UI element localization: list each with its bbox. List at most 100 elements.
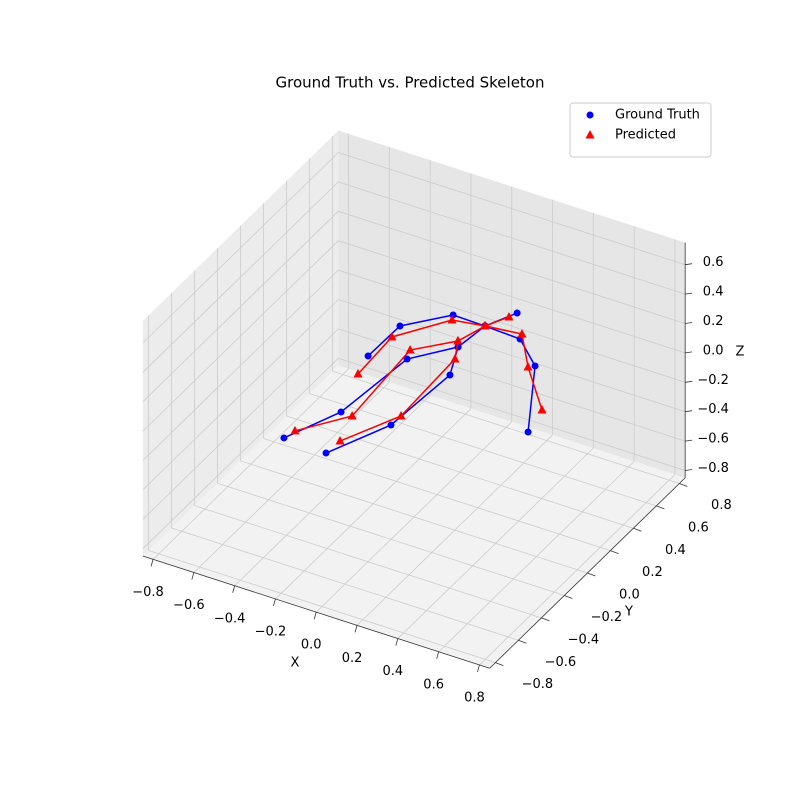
grid-line: [142, 240, 339, 432]
x-tick-label: 0.0: [301, 638, 322, 653]
grid-line: [142, 269, 339, 461]
grid-line: [309, 393, 657, 507]
y-tick-label: 0.0: [619, 588, 640, 603]
grid-line: [240, 460, 588, 574]
z-tick-label: −0.8: [697, 461, 729, 476]
point: [337, 408, 345, 416]
legend-box: [569, 102, 712, 158]
grid-line: [338, 210, 686, 324]
z-axis-label: Z: [736, 345, 745, 360]
grid-line: [142, 299, 339, 491]
y-tick: [656, 505, 665, 510]
point: [387, 331, 397, 341]
x-tick: [313, 612, 317, 620]
x-tick-label: 0.2: [342, 651, 363, 666]
grid-line: [338, 299, 686, 413]
grid-line: [142, 152, 339, 344]
z-tick: [685, 439, 693, 442]
legend-marker: [586, 111, 594, 119]
x-tick-label: 0.4: [383, 664, 404, 679]
grid-line: [338, 181, 686, 295]
y-tick-label: 0.6: [688, 520, 709, 535]
point: [504, 311, 514, 321]
y-tick: [679, 483, 688, 487]
y-axis-label: Y: [624, 605, 633, 620]
grid-line: [217, 482, 565, 596]
x-tick-label: −0.2: [255, 624, 287, 639]
y-tick-label: −0.8: [522, 677, 554, 692]
grid-line: [148, 550, 496, 664]
point: [387, 421, 395, 429]
grid-line: [286, 415, 634, 529]
z-tick-label: −0.4: [697, 402, 729, 417]
x-tick-label: −0.4: [214, 611, 246, 626]
grid-line: [338, 328, 686, 442]
grid-line: [338, 152, 686, 266]
z-tick: [685, 410, 693, 413]
grid-line: [338, 240, 686, 354]
grid-line: [332, 370, 680, 484]
point: [513, 309, 521, 317]
point: [453, 336, 463, 345]
y-tick-label: 0.8: [711, 498, 732, 513]
x-tick: [273, 598, 276, 607]
x-tick-label: −0.8: [132, 585, 164, 600]
x-tick-label: −0.6: [173, 598, 205, 613]
grid-line: [338, 269, 686, 383]
x-tick-label: 0.8: [464, 690, 485, 705]
point: [537, 404, 547, 414]
z-tick-label: −0.2: [697, 373, 729, 388]
x-tick: [191, 572, 195, 580]
point: [353, 369, 363, 378]
point: [523, 361, 533, 371]
x-tick: [477, 664, 480, 673]
grid-line: [142, 328, 339, 520]
grid-line: [263, 438, 611, 552]
grid-line: [142, 211, 339, 402]
point: [405, 345, 415, 354]
y-tick: [495, 662, 504, 667]
x-tick: [395, 638, 399, 646]
y-tick: [633, 527, 642, 532]
y-tick: [610, 550, 619, 555]
legend-label: Predicted: [615, 128, 676, 143]
y-tick-label: −0.4: [568, 632, 600, 647]
z-tick-label: 0.4: [703, 285, 724, 300]
grid-line: [142, 358, 339, 549]
y-tick: [587, 572, 596, 577]
point: [447, 315, 457, 324]
z-tick: [685, 380, 693, 383]
point: [480, 321, 490, 330]
grid-line: [338, 357, 686, 471]
z-tick-label: 0.6: [703, 255, 724, 270]
point: [322, 449, 330, 457]
z-tick: [685, 263, 693, 266]
x-tick-label: 0.6: [423, 677, 444, 692]
point: [446, 371, 454, 379]
z-tick: [685, 322, 693, 324]
point: [531, 362, 539, 370]
legend-label: Ground Truth: [615, 108, 700, 123]
x-axis-label: X: [291, 656, 300, 671]
z-tick-label: 0.2: [703, 314, 724, 329]
x-tick: [150, 559, 154, 567]
y-tick-label: −0.6: [545, 655, 577, 670]
point: [290, 425, 300, 435]
point: [517, 328, 527, 338]
point: [396, 411, 406, 420]
grid-line: [142, 181, 339, 373]
x-tick: [436, 651, 440, 659]
x-tick: [354, 625, 358, 633]
point: [403, 355, 411, 363]
y-tick: [564, 595, 573, 599]
z-tick-label: −0.6: [697, 432, 729, 447]
z-tick: [685, 469, 693, 471]
y-tick: [541, 617, 550, 622]
y-tick-label: 0.2: [642, 565, 663, 580]
y-tick-label: 0.4: [665, 543, 686, 558]
grid-line: [194, 505, 542, 619]
point: [335, 436, 345, 445]
z-tick-label: 0.0: [703, 343, 724, 358]
chart-title: Ground Truth vs. Predicted Skeleton: [275, 74, 544, 92]
